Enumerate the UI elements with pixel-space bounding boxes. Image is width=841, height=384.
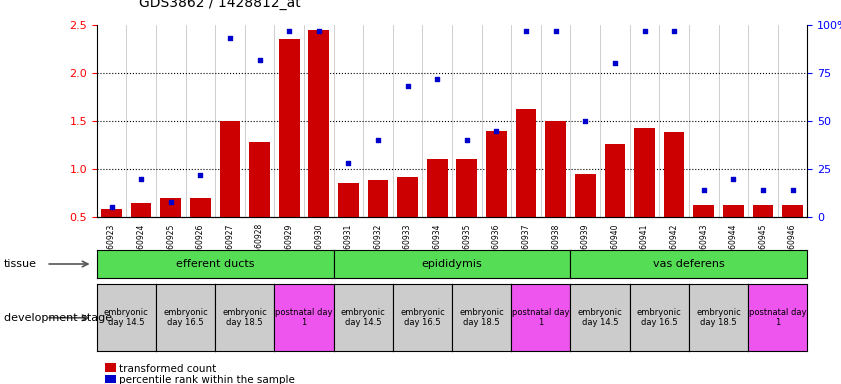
Bar (605, 144, 625, 217)
Bar (457, 159, 477, 217)
Point (549, 28, 563, 34)
Point (460, 137, 473, 143)
Point (697, 187, 711, 193)
Text: GDS3862 / 1428812_at: GDS3862 / 1428812_at (139, 0, 300, 10)
Bar (130, 203, 151, 217)
Text: embryonic
day 14.5: embryonic day 14.5 (104, 308, 149, 328)
Bar (190, 198, 211, 217)
Bar (664, 132, 685, 217)
Point (312, 28, 325, 34)
Point (164, 199, 177, 205)
Text: percentile rank within the sample: percentile rank within the sample (119, 375, 294, 384)
Text: embryonic
day 18.5: embryonic day 18.5 (696, 308, 741, 328)
Point (637, 28, 651, 34)
Point (401, 83, 415, 89)
Text: postnatal day
1: postnatal day 1 (275, 308, 333, 328)
Bar (516, 109, 537, 217)
Text: embryonic
day 18.5: embryonic day 18.5 (222, 308, 267, 328)
Bar (427, 159, 447, 217)
Text: vas deferens: vas deferens (653, 259, 725, 269)
Point (193, 172, 207, 178)
Point (105, 204, 119, 210)
Point (253, 56, 267, 63)
Point (756, 187, 770, 193)
Text: tissue: tissue (4, 259, 37, 269)
Point (283, 28, 296, 34)
Point (489, 127, 503, 134)
Bar (753, 205, 774, 217)
Text: development stage: development stage (4, 313, 113, 323)
Text: transformed count: transformed count (119, 364, 216, 374)
Point (668, 28, 681, 34)
Text: embryonic
day 16.5: embryonic day 16.5 (637, 308, 682, 328)
Bar (249, 142, 270, 217)
Bar (545, 121, 566, 217)
Point (579, 118, 592, 124)
Text: embryonic
day 14.5: embryonic day 14.5 (341, 308, 385, 328)
Point (341, 160, 355, 166)
Bar (634, 128, 655, 217)
Bar (161, 198, 181, 217)
Text: embryonic
day 16.5: embryonic day 16.5 (400, 308, 445, 328)
Bar (693, 205, 714, 217)
Bar (486, 131, 507, 217)
Text: postnatal day
1: postnatal day 1 (749, 308, 807, 328)
Text: postnatal day
1: postnatal day 1 (512, 308, 569, 328)
Point (608, 60, 621, 66)
Point (135, 175, 148, 182)
Bar (101, 209, 122, 217)
Text: embryonic
day 18.5: embryonic day 18.5 (459, 308, 504, 328)
Point (520, 28, 533, 34)
Point (223, 35, 236, 41)
Bar (279, 40, 299, 217)
Text: embryonic
day 16.5: embryonic day 16.5 (163, 308, 208, 328)
Bar (397, 177, 418, 217)
Bar (220, 121, 241, 217)
Point (785, 187, 799, 193)
Bar (309, 30, 329, 217)
Bar (782, 205, 803, 217)
Text: embryonic
day 14.5: embryonic day 14.5 (578, 308, 622, 328)
Point (727, 175, 740, 182)
Text: epididymis: epididymis (421, 259, 483, 269)
Bar (723, 205, 743, 217)
Bar (575, 174, 595, 217)
Text: efferent ducts: efferent ducts (176, 259, 255, 269)
Bar (338, 184, 359, 217)
Point (431, 76, 444, 82)
Point (371, 137, 384, 143)
Bar (368, 180, 389, 217)
